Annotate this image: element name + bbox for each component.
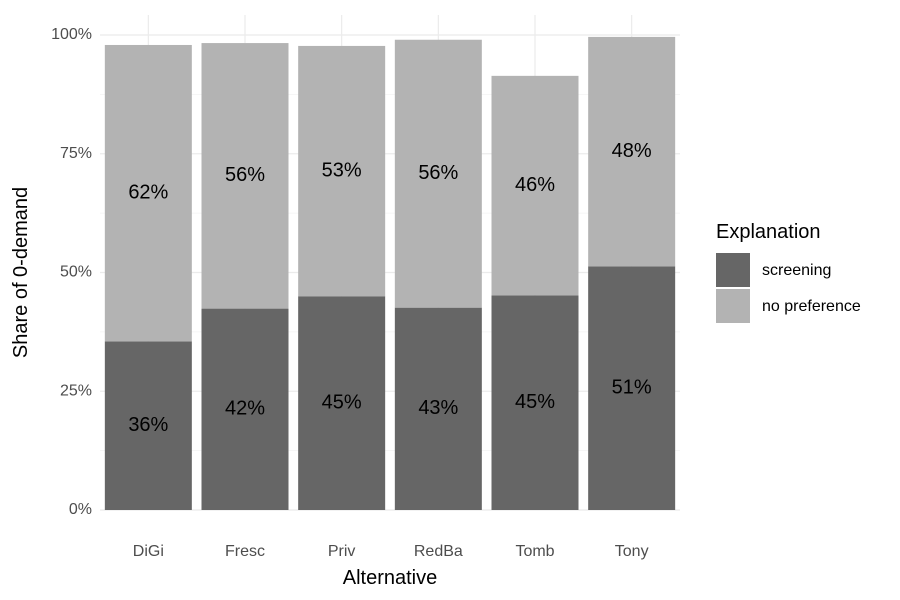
x-tick-label: Tony	[615, 543, 649, 560]
bar-segment-screening-fresc	[201, 308, 289, 510]
bar-labels-layer: 36% 62% 42% 56% 45% 53% 43% 56% 45% 46% 51% 48%	[128, 140, 652, 436]
y-tick-label: 50%	[60, 264, 92, 281]
x-tick-label: Fresc	[225, 543, 265, 560]
bar-label-no-preference-tomb: 46%	[515, 174, 555, 196]
bar-segment-no-preference-tony	[588, 36, 676, 267]
bar-segment-no-preference-digi	[104, 44, 192, 342]
y-axis-ticks: 0% 25% 50% 75% 100%	[51, 26, 92, 518]
legend-items: screening no preference	[716, 253, 861, 323]
bar-segment-no-preference-redba	[394, 39, 482, 308]
legend: Explanation screening no preference	[716, 221, 861, 323]
bar-label-no-preference-redba: 56%	[418, 162, 458, 184]
y-tick-label: 0%	[69, 501, 92, 518]
bar-label-screening-tony: 51%	[612, 376, 652, 398]
legend-label-no-preference: no preference	[762, 298, 861, 315]
bar-label-screening-redba: 43%	[418, 397, 458, 419]
bar-segment-no-preference-priv	[298, 45, 386, 297]
bar-segment-screening-priv	[298, 296, 386, 510]
y-tick-label: 25%	[60, 382, 92, 399]
legend-swatch-screening	[716, 253, 750, 287]
bar-segment-screening-tomb	[491, 295, 579, 510]
y-tick-label: 75%	[60, 145, 92, 162]
bar-label-screening-digi: 36%	[128, 414, 168, 436]
bar-label-screening-priv: 45%	[322, 391, 362, 413]
legend-label-screening: screening	[762, 262, 831, 279]
bar-label-no-preference-digi: 62%	[128, 181, 168, 203]
y-tick-label: 100%	[51, 26, 92, 43]
x-tick-label: RedBa	[414, 543, 463, 560]
bar-segment-no-preference-tomb	[491, 75, 579, 296]
y-axis-title: Share of 0-demand	[10, 187, 32, 358]
bar-segment-screening-digi	[104, 341, 192, 510]
bar-label-no-preference-fresc: 56%	[225, 164, 265, 186]
bar-label-no-preference-tony: 48%	[612, 140, 652, 162]
bar-segment-screening-redba	[394, 307, 482, 510]
bar-label-no-preference-priv: 53%	[322, 159, 362, 181]
bar-label-screening-fresc: 42%	[225, 398, 265, 420]
x-tick-label: Priv	[328, 543, 356, 560]
x-axis-title: Alternative	[343, 567, 438, 589]
legend-title: Explanation	[716, 221, 821, 243]
bar-segment-no-preference-fresc	[201, 43, 289, 309]
bar-label-screening-tomb: 45%	[515, 391, 555, 413]
x-tick-label: DiGi	[133, 543, 164, 560]
legend-swatch-no-preference	[716, 289, 750, 323]
x-axis-ticks: DiGi Fresc Priv RedBa Tomb Tony	[133, 543, 649, 560]
x-tick-label: Tomb	[515, 543, 554, 560]
bars-layer	[104, 36, 676, 510]
bar-segment-screening-tony	[588, 266, 676, 510]
